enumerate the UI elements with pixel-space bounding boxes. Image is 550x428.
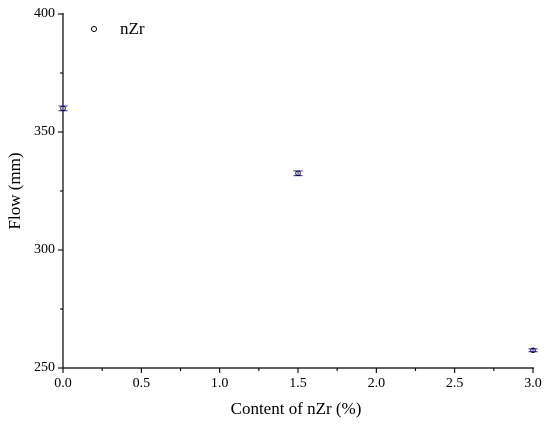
x-axis-label: Content of nZr (%)	[231, 399, 362, 418]
x-tick-label: 0.0	[54, 376, 72, 391]
x-tick-label: 2.0	[368, 376, 386, 391]
data-points	[58, 105, 538, 354]
data-point	[528, 347, 538, 354]
axis-ticks: 0.0 0.5 1.0 1.5 2.0 2.5 3.0 250 300 350 400	[34, 6, 542, 391]
legend: nZr	[91, 19, 145, 38]
x-tick-label: 1.5	[289, 376, 307, 391]
x-tick-label: 0.5	[133, 376, 151, 391]
y-tick-label: 350	[34, 124, 55, 139]
y-tick-label: 400	[34, 6, 55, 21]
data-marker	[295, 170, 301, 177]
legend-label-nZr: nZr	[120, 19, 145, 38]
data-point	[58, 105, 68, 112]
y-tick-label: 250	[34, 360, 55, 375]
data-marker	[530, 347, 536, 354]
axes	[62, 13, 534, 369]
y-tick-label: 300	[34, 242, 55, 257]
x-tick-label: 1.0	[211, 376, 229, 391]
y-axis-label: Flow (mm)	[5, 153, 24, 230]
data-point	[293, 170, 303, 177]
x-tick-label: 3.0	[524, 376, 542, 391]
data-marker	[60, 105, 66, 112]
legend-marker-nZr	[91, 26, 97, 32]
x-tick-label: 2.5	[446, 376, 464, 391]
